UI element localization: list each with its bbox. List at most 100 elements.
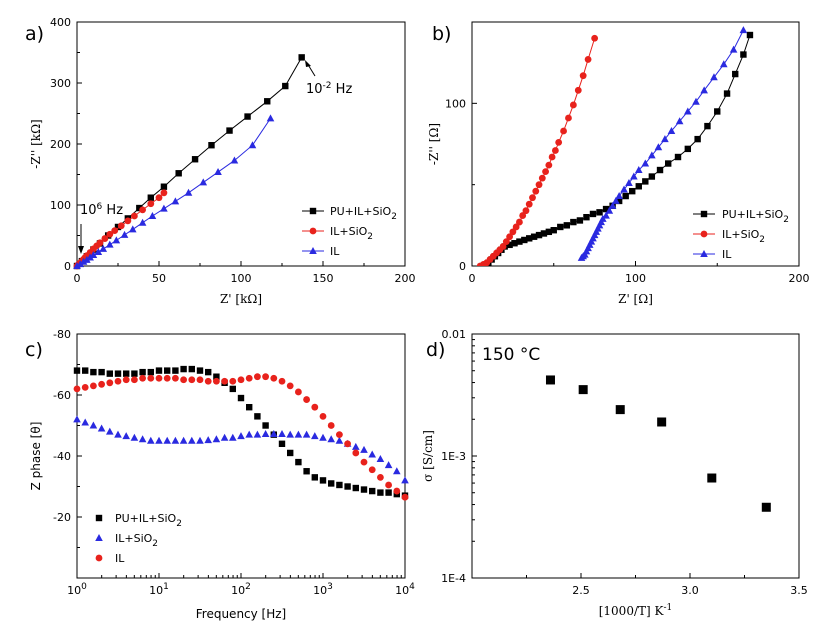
data-point — [147, 368, 154, 376]
data-point — [221, 377, 229, 385]
data-point — [147, 436, 155, 444]
y-tick-label: 0 — [459, 260, 466, 273]
data-point — [114, 370, 122, 377]
data-point — [574, 86, 582, 94]
legend-entry-base: IL+SiO — [330, 225, 368, 238]
data-point — [229, 377, 237, 385]
x-tick-label-base: 10 — [231, 584, 245, 597]
data-point — [287, 449, 294, 457]
data-point — [654, 143, 663, 151]
data-point — [204, 377, 212, 385]
data-point — [184, 188, 193, 196]
data-point — [648, 173, 656, 180]
data-point — [694, 135, 701, 143]
data-point — [615, 192, 623, 200]
data-point — [530, 233, 538, 240]
y-tick-label: -40 — [53, 450, 71, 463]
x-tick-label-sup: 1 — [163, 582, 169, 592]
y-tick-label: 1E-3 — [441, 450, 466, 463]
data-point — [106, 427, 114, 435]
data-point — [248, 141, 257, 149]
data-point — [122, 432, 130, 440]
data-point — [648, 151, 656, 159]
data-point — [302, 430, 311, 438]
data-point — [511, 240, 518, 247]
data-point — [98, 368, 105, 376]
data-point — [282, 82, 289, 90]
data-point — [710, 73, 718, 81]
data-point — [160, 204, 168, 212]
data-point — [229, 433, 237, 441]
legend-entry: IL+SiO2 — [330, 225, 373, 242]
x-tick-label: 102 — [231, 582, 251, 597]
data-point — [76, 260, 85, 268]
legend-marker — [95, 554, 103, 562]
data-point — [550, 227, 557, 234]
y-tick-label: 0 — [64, 260, 71, 273]
y-tick-label: -60 — [53, 389, 71, 402]
data-point — [106, 379, 114, 387]
x-tick-label: 2.5 — [572, 584, 590, 597]
data-point — [160, 183, 168, 190]
legend-entry: IL+SiO2 — [115, 532, 158, 549]
data-point — [171, 436, 180, 444]
x-tick-label: 101 — [149, 582, 169, 597]
data-point — [147, 374, 155, 382]
x-axis-label: Frequency [Hz] — [196, 607, 287, 621]
data-point — [565, 114, 572, 122]
data-point — [555, 138, 563, 146]
legend-marker — [309, 207, 317, 215]
data-point — [94, 247, 103, 255]
data-point — [229, 385, 236, 393]
data-point — [81, 383, 89, 391]
data-point — [124, 217, 132, 225]
data-point — [86, 253, 94, 261]
data-point — [120, 230, 129, 238]
legend-marker — [700, 250, 708, 257]
data-point — [117, 222, 125, 230]
data-point — [106, 230, 114, 238]
data-point — [563, 222, 571, 229]
data-point — [384, 461, 393, 469]
temperature-annotation: 150 °C — [482, 345, 540, 365]
data-point — [612, 196, 620, 204]
data-point — [723, 90, 731, 97]
x-tick-label: 104 — [395, 582, 415, 597]
data-point — [579, 72, 587, 80]
data-point — [155, 367, 163, 374]
data-point — [261, 430, 270, 438]
data-point — [73, 385, 81, 393]
data-point — [295, 388, 302, 396]
x-tick-label: 150 — [313, 272, 334, 285]
data-point — [739, 26, 748, 34]
data-point — [368, 450, 376, 458]
data-point — [253, 430, 262, 438]
x-tick-label-sup: 2 — [245, 582, 251, 592]
data-point — [545, 375, 555, 385]
data-point — [344, 440, 351, 448]
series-line-2 — [76, 118, 271, 267]
data-point — [540, 230, 548, 237]
legend-entry-sub: 2 — [759, 235, 765, 245]
x-axis-label: Z' [Ω] — [618, 292, 653, 306]
data-point — [128, 225, 137, 233]
data-point — [139, 368, 146, 376]
x-tick-label: 100 — [231, 272, 252, 285]
data-point — [516, 238, 523, 245]
data-point — [131, 376, 138, 384]
data-point — [294, 430, 303, 438]
data-point — [286, 430, 294, 438]
data-point — [634, 166, 643, 174]
legend-entry-base: IL+SiO — [722, 228, 760, 241]
data-point — [214, 168, 222, 176]
data-point — [191, 156, 199, 163]
data-point — [535, 181, 543, 189]
x-tick-label: 50 — [152, 272, 166, 285]
data-point — [583, 214, 590, 221]
data-point — [254, 373, 261, 381]
data-point — [377, 473, 384, 481]
y-axis-label: σ [S/cm] — [421, 430, 435, 482]
data-point — [642, 178, 649, 185]
data-point — [327, 422, 335, 429]
data-point — [298, 54, 305, 61]
